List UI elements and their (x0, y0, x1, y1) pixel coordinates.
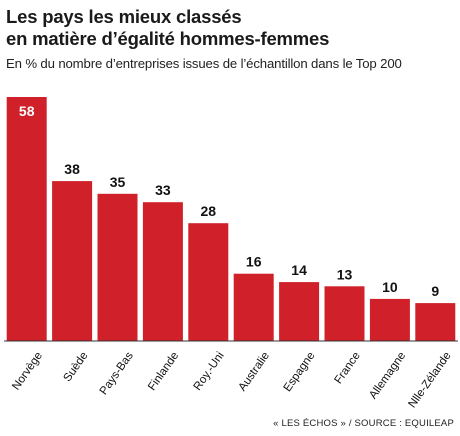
tick-label-allemagne: Allemagne (367, 350, 408, 401)
bar-france (324, 286, 365, 341)
tick-label-norvege: Norvège (10, 350, 45, 392)
bar-espagne (279, 282, 320, 341)
data-label-nlle-zelande: 9 (431, 283, 439, 299)
category-label-group: Norvège Suède Pays-Bas Finlande Roy.-Uni Aust… (10, 350, 453, 410)
chart-title: Les pays les mieux classés en matière d’… (6, 6, 454, 50)
data-label-pays-bas: 35 (110, 174, 126, 190)
data-label-suede: 38 (64, 161, 80, 177)
tick-label-espagne: Espagne (282, 350, 318, 394)
bar-pays-bas (97, 193, 138, 341)
bar-group (6, 97, 456, 341)
bar-roy-uni (188, 223, 229, 341)
bar-australie (233, 273, 274, 341)
tick-label-finlande: Finlande (146, 350, 181, 393)
data-label-france: 13 (337, 266, 353, 282)
data-label-group: 58 38 35 33 28 16 14 13 10 9 (19, 103, 439, 299)
data-label-australie: 16 (246, 254, 262, 270)
tick-label-pays-bas: Pays-Bas (98, 350, 136, 397)
source-note: « LES ÉCHOS » / SOURCE : EQUILEAP (273, 418, 454, 429)
bar-norvege (6, 97, 47, 341)
chart-title-line-1: Les pays les mieux classés (6, 6, 242, 27)
tick-label-france: France (332, 350, 362, 386)
bar-finlande (142, 202, 183, 341)
data-label-norvege: 58 (19, 103, 35, 119)
data-label-finlande: 33 (155, 182, 171, 198)
data-label-roy-uni: 28 (201, 203, 217, 219)
tick-label-suede: Suède (62, 350, 91, 384)
tick-label-nlle-zelande: Nlle-Zélande (406, 350, 453, 410)
bar-suede (52, 181, 93, 341)
data-label-allemagne: 10 (382, 279, 398, 295)
data-label-espagne: 14 (291, 262, 307, 278)
tick-label-australie: Australie (237, 350, 272, 394)
chart-title-line-2: en matière d’égalité hommes-femmes (6, 28, 330, 49)
tick-label-roy-uni: Roy.-Uni (192, 350, 227, 393)
bar-nlle-zelande (415, 303, 456, 341)
bar-allemagne (369, 298, 410, 341)
chart-subtitle: En % du nombre d’entreprises issues de l… (6, 56, 402, 71)
